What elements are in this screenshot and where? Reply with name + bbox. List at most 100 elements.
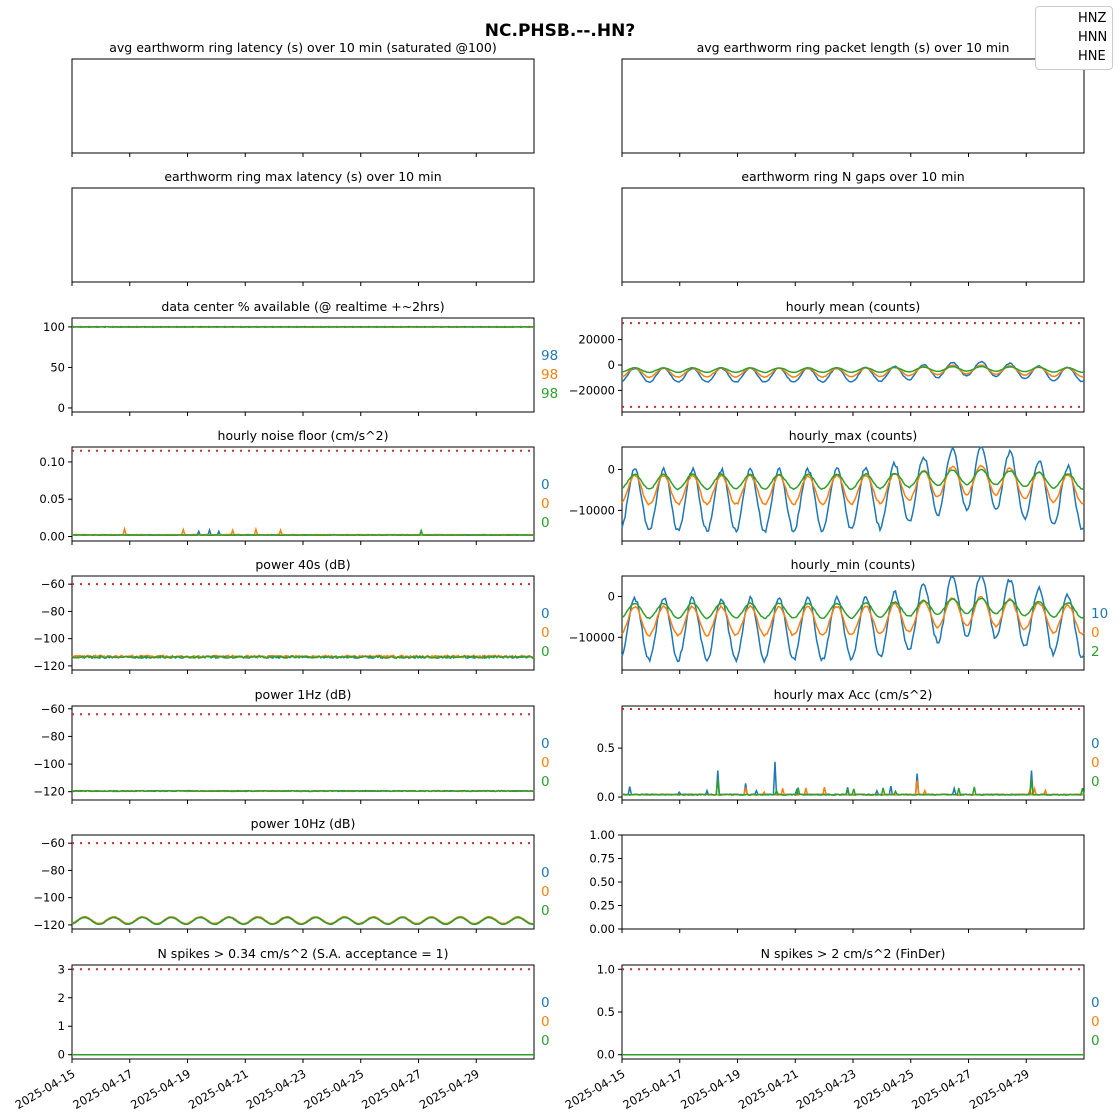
plot-frame: [71, 446, 535, 542]
panel-title: hourly_max (counts): [789, 428, 918, 443]
y-tick-label: 0.50: [589, 875, 615, 889]
panel-p1: avg earthworm ring latency (s) over 10 m…: [71, 40, 535, 157]
side-value: 0: [541, 625, 550, 641]
plot-frame: [71, 58, 535, 154]
series-line-hne: [71, 789, 535, 793]
y-tick-label: 2: [58, 991, 65, 1005]
side-value: 0: [541, 515, 550, 531]
side-value: 98: [541, 386, 558, 402]
y-tick-label: 0.0: [597, 790, 615, 804]
x-tick-label: 2025-04-29: [967, 1066, 1032, 1112]
side-value: 0: [541, 865, 550, 881]
series-line-hne: [71, 916, 535, 926]
side-value: 0: [1091, 995, 1100, 1011]
panel-title: hourly noise floor (cm/s^2): [218, 428, 389, 443]
plot-frame: [71, 187, 535, 283]
plot-frame: [621, 834, 1085, 930]
y-tick-label: 0.25: [589, 899, 615, 913]
x-tick-label: 2025-04-15: [13, 1066, 78, 1112]
y-tick-label: 0.10: [39, 455, 65, 469]
y-tick-label: 0: [58, 401, 65, 415]
panel-p5: data center % available (@ realtime +~2h…: [43, 299, 558, 416]
panel-p9: power 40s (dB) −120 −100 −80 −60 0 0 0: [33, 557, 550, 674]
series-line-hne: [621, 597, 1085, 620]
x-tick-label: 2025-04-25: [301, 1066, 366, 1112]
side-value: 0: [541, 1014, 550, 1030]
panel-title: earthworm ring N gaps over 10 min: [741, 169, 964, 184]
panel-p14: 0.00 0.25 0.50 0.75 1.00: [589, 828, 1085, 936]
y-tick-label: −100: [33, 891, 65, 905]
y-tick-label: 20000: [578, 333, 615, 347]
y-tick-label: −100: [33, 632, 65, 646]
side-value: 0: [541, 496, 550, 512]
side-value: 0: [1091, 736, 1100, 752]
plot-frame: [71, 317, 535, 413]
y-tick-label: −80: [41, 729, 65, 743]
panel-title: hourly max Acc (cm/s^2): [774, 687, 933, 702]
panel-p11: power 1Hz (dB) −120 −100 −80 −60 0 0 0: [33, 687, 550, 804]
panel-p6: hourly mean (counts) −20000 0 20000: [569, 299, 1085, 416]
panel-title: avg earthworm ring latency (s) over 10 m…: [109, 40, 496, 55]
series-line-hnz: [621, 445, 1085, 534]
panel-p4: earthworm ring N gaps over 10 min: [621, 169, 1085, 286]
y-tick-label: 0.00: [39, 530, 65, 544]
panel-p16: N spikes > 2 cm/s^2 (FinDer) 2025-04-15 20…: [563, 946, 1100, 1112]
side-value: 0: [541, 606, 550, 622]
series-line-hne: [621, 468, 1085, 491]
panel-p2: avg earthworm ring packet length (s) ove…: [621, 40, 1085, 157]
series-line-hne: [72, 528, 535, 536]
side-value: 0: [1091, 1014, 1100, 1030]
x-tick-label: 2025-04-17: [70, 1066, 135, 1112]
y-tick-label: −80: [41, 604, 65, 618]
y-tick-label: 100: [43, 320, 65, 334]
panel-title: power 10Hz (dB): [251, 816, 356, 831]
x-tick-label: 2025-04-15: [563, 1066, 628, 1112]
series-line-hne: [71, 654, 535, 660]
x-tick-label: 2025-04-27: [909, 1066, 974, 1112]
figure-title: NC.PHSB.--.HN?: [485, 21, 635, 41]
side-value: 0: [541, 477, 550, 493]
x-tick-label: 2025-04-25: [851, 1066, 916, 1112]
plot-frame: [621, 187, 1085, 283]
panel-title: N spikes > 2 cm/s^2 (FinDer): [761, 946, 946, 961]
legend-entry-hnn: HNN: [1078, 30, 1108, 45]
y-tick-label: −120: [33, 659, 65, 673]
panel-title: power 1Hz (dB): [255, 687, 352, 702]
plot-frame: [71, 834, 535, 930]
side-value: 0: [1091, 774, 1100, 790]
y-tick-label: −60: [41, 702, 65, 716]
series-line-hnn: [71, 525, 535, 536]
series-line-hne: [621, 365, 1085, 374]
plot-frame: [621, 58, 1085, 154]
plot-frame: [621, 705, 1085, 801]
x-tick-label: 2025-04-21: [736, 1066, 801, 1112]
side-value: 0: [541, 995, 550, 1011]
y-tick-label: 0.75: [589, 852, 615, 866]
legend-entry-hne: HNE: [1078, 49, 1106, 64]
panel-title: hourly_min (counts): [791, 557, 916, 572]
y-tick-label: 0.0: [597, 1048, 615, 1062]
y-tick-label: 0.00: [589, 922, 615, 936]
side-value: 0: [541, 774, 550, 790]
panel-title: hourly mean (counts): [786, 299, 920, 314]
y-tick-label: −120: [33, 785, 65, 799]
y-tick-label: 3: [58, 962, 65, 976]
x-tick-label: 2025-04-29: [417, 1066, 482, 1112]
panel-title: N spikes > 0.34 cm/s^2 (S.A. acceptance …: [157, 946, 448, 961]
side-value: 0: [1091, 625, 1100, 641]
side-value: 0: [541, 644, 550, 660]
side-value: 0: [541, 755, 550, 771]
y-tick-label: −120: [33, 918, 65, 932]
side-value: 2: [1091, 644, 1100, 660]
panel-p10: hourly_min (counts) −10000 0 10 0 2: [569, 557, 1108, 674]
plot-frame: [621, 964, 1085, 1060]
panel-p7: hourly noise floor (cm/s^2) 0.00 0.05 0.10 0…: [39, 428, 550, 545]
y-tick-label: −60: [41, 577, 65, 591]
plot-frame: [621, 317, 1085, 413]
y-tick-label: −100: [33, 757, 65, 771]
plot-frame: [71, 705, 535, 801]
x-tick-label: 2025-04-23: [794, 1066, 859, 1112]
side-value: 0: [1091, 1033, 1100, 1049]
side-value: 0: [541, 1033, 550, 1049]
